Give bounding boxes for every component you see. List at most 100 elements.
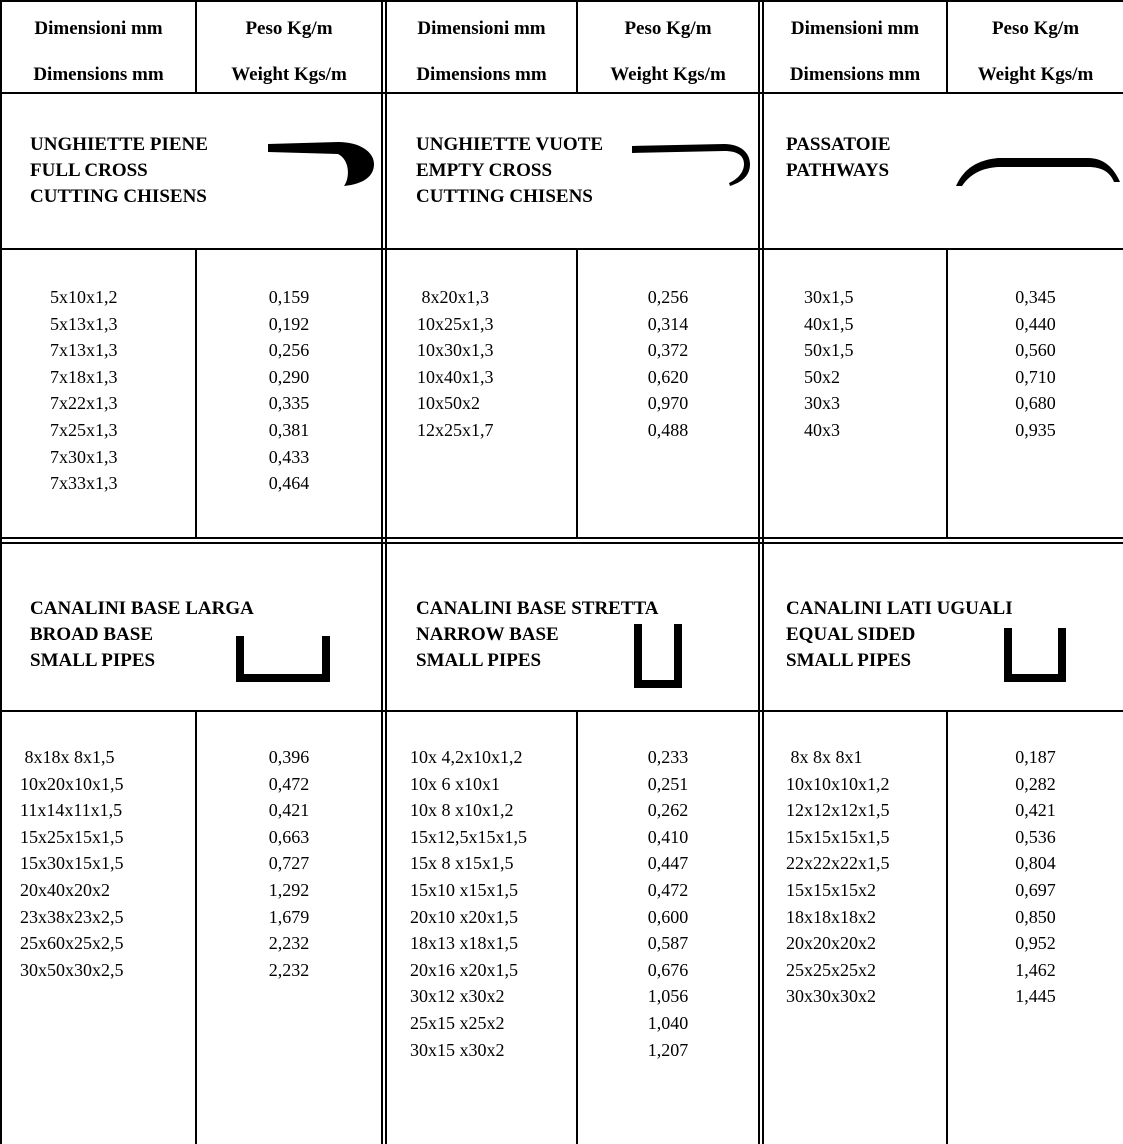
weight-list-s2: 0,256 0,314 0,372 0,620 0,970 0,488	[578, 284, 758, 444]
double-col-a2	[385, 0, 387, 1144]
weight-value: 0,372	[647, 340, 689, 361]
dimension-list-s2: 8x20x1,3 10x25x1,3 10x30x1,3 10x40x1,3 10x50…	[417, 284, 494, 444]
double-rule-a	[0, 537, 1123, 539]
weight-value: 0,256	[268, 340, 310, 361]
dimension-value: 20x10 x20x1,5	[410, 906, 518, 927]
dimension-value: 15x15x15x1,5	[786, 826, 890, 847]
weight-value: 0,952	[1015, 933, 1056, 954]
weight-list-s4: 0,396 0,472 0,421 0,663 0,727 1,292 1,679 2,232…	[197, 744, 381, 983]
divider-1	[195, 0, 197, 94]
dimension-value: 25x25x25x2	[786, 959, 876, 980]
weight-value: 0,620	[647, 366, 689, 387]
divider-3	[946, 0, 948, 94]
divider-2-data2	[576, 710, 578, 1144]
dimension-list-s4: 8x18x 8x1,5 10x20x10x1,5 11x14x11x1,5 15x25…	[20, 744, 124, 983]
weight-value: 0,314	[647, 313, 689, 334]
dimension-value: 7x30x1,3	[50, 446, 118, 467]
dimension-list-s6: 8x 8x 8x1 10x10x10x1,2 12x12x12x1,5 15x15x1…	[786, 744, 890, 1010]
dimension-value: 12x25x1,7	[417, 419, 494, 440]
weight-value: 0,472	[647, 879, 689, 900]
weight-value: 0,440	[1015, 313, 1056, 334]
dimension-value: 40x1,5	[804, 313, 854, 334]
dimension-value: 10x 8 x10x1,2	[410, 800, 514, 821]
dimension-value: 10x10x10x1,2	[786, 773, 890, 794]
double-col-a1	[381, 0, 383, 1144]
divider-2-data	[576, 248, 578, 539]
weight-value: 0,663	[268, 826, 310, 847]
weight-list-s3: 0,345 0,440 0,560 0,710 0,680 0,935	[948, 284, 1123, 444]
dimension-value: 30x1,5	[804, 287, 854, 307]
weight-value: 0,464	[268, 473, 310, 494]
dimension-value: 20x40x20x2	[20, 879, 110, 900]
weight-value: 1,207	[647, 1039, 689, 1060]
empty-chisel-profile-icon	[632, 144, 750, 186]
dimension-value: 10x50x2	[417, 393, 480, 414]
dimension-value: 18x18x18x2	[786, 906, 876, 927]
header-dim-en-1: Dimensions mm	[33, 64, 164, 85]
weight-value: 0,396	[268, 747, 310, 767]
dimension-value: 23x38x23x2,5	[20, 906, 124, 927]
double-col-b2	[762, 0, 764, 1144]
divider-3-data2	[946, 710, 948, 1144]
weight-value: 0,421	[268, 800, 310, 821]
weight-value: 0,587	[647, 933, 689, 954]
dimension-value: 30x15 x30x2	[410, 1039, 505, 1060]
dimension-value: 10x 6 x10x1	[410, 773, 500, 794]
broad-channel-profile-icon	[236, 636, 330, 682]
weight-value: 0,251	[647, 773, 689, 794]
weight-list-s1: 0,159 0,192 0,256 0,290 0,335 0,381 0,433 0,464	[197, 284, 381, 497]
weight-value: 0,421	[1015, 800, 1056, 821]
weight-value: 1,292	[268, 879, 310, 900]
row2-title-rule	[0, 710, 1123, 712]
weight-value: 0,536	[1015, 826, 1056, 847]
header-dim-en-3: Dimensions mm	[789, 64, 921, 85]
dimension-value: 5x13x1,3	[50, 313, 118, 334]
dimension-value: 30x50x30x2,5	[20, 959, 124, 980]
weight-value: 1,445	[1015, 986, 1056, 1007]
weight-value: 0,233	[647, 747, 689, 767]
dimension-value: 5x10x1,2	[50, 287, 118, 307]
dimension-value: 15x12,5x15x1,5	[410, 826, 527, 847]
weight-value: 0,290	[268, 366, 310, 387]
weight-value: 0,159	[268, 287, 310, 307]
weight-list-s5: 0,233 0,251 0,262 0,410 0,447 0,472 0,600 0,587…	[578, 744, 758, 1063]
divider-1-data	[195, 248, 197, 539]
border-top	[0, 0, 1123, 2]
weight-value: 0,710	[1015, 366, 1056, 387]
header-weight-en-3: Weight Kgs/m	[977, 64, 1094, 85]
weight-value: 1,462	[1015, 959, 1056, 980]
section-title-pathways: PASSATOIE PATHWAYS	[786, 134, 891, 181]
header-weight-it-2: Peso Kg/m	[624, 18, 712, 39]
weight-value: 0,697	[1015, 879, 1056, 900]
weight-value: 0,262	[647, 800, 689, 821]
section-title-broad-base: CANALINI BASE LARGA BROAD BASE SMALL PIP…	[30, 598, 254, 671]
dimension-value: 7x33x1,3	[50, 473, 118, 494]
divider-2	[576, 0, 578, 94]
weight-value: 0,410	[647, 826, 689, 847]
weight-value: 2,232	[268, 959, 310, 980]
weight-value: 0,970	[647, 393, 689, 414]
dimension-value: 10x40x1,3	[417, 366, 494, 387]
dimension-value: 50x2	[804, 366, 840, 387]
header-weight-it-1: Peso Kg/m	[245, 18, 333, 39]
dimension-value: 15x15x15x2	[786, 879, 876, 900]
weight-value: 0,935	[1015, 419, 1056, 440]
dimension-value: 15x25x15x1,5	[20, 826, 124, 847]
weight-value: 0,680	[1015, 393, 1056, 414]
dimension-value: 30x30x30x2	[786, 986, 876, 1007]
header-dim-it-2: Dimensioni mm	[417, 18, 546, 39]
equal-channel-profile-icon	[1004, 628, 1066, 682]
dimension-value: 12x12x12x1,5	[786, 800, 890, 821]
header-dim-it-1: Dimensioni mm	[34, 18, 163, 39]
weight-value: 0,488	[647, 419, 689, 440]
dimension-value: 10x30x1,3	[417, 340, 494, 361]
double-rule-b	[0, 542, 1123, 544]
dimension-value: 10x 4,2x10x1,2	[410, 747, 523, 767]
header-weight-en-2: Weight Kgs/m	[610, 64, 726, 85]
dimension-value: 22x22x22x1,5	[786, 853, 890, 874]
header-dim-en-2: Dimensions mm	[416, 64, 547, 85]
dimension-value: 25x60x25x2,5	[20, 933, 124, 954]
border-left	[0, 0, 2, 1144]
header-weight-it-3: Peso Kg/m	[991, 18, 1080, 39]
